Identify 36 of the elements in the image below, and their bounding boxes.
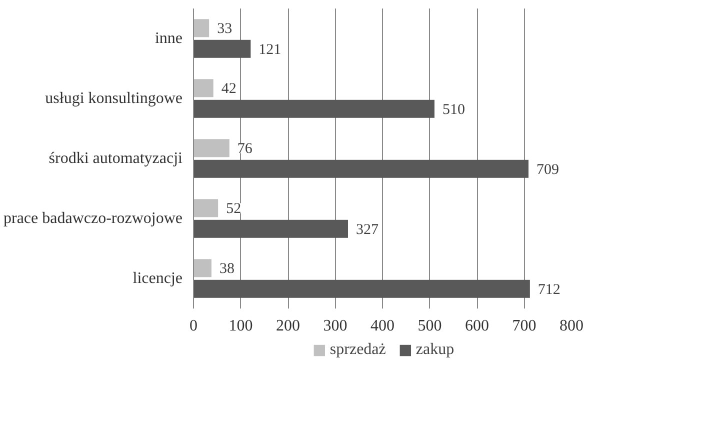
bar: [194, 79, 214, 98]
x-tick-label: 700: [512, 318, 536, 334]
data-label: 33: [217, 21, 232, 38]
y-tick-label: licencje: [132, 270, 183, 287]
x-tick-label: 200: [276, 318, 300, 334]
data-label: 121: [258, 42, 282, 58]
data-label: 712: [538, 282, 560, 298]
bar: [194, 199, 218, 218]
data-label: 709: [536, 162, 560, 178]
data-label: 42: [221, 81, 236, 98]
bar: [194, 259, 212, 278]
bar: [194, 100, 434, 118]
x-tick-label: 400: [370, 318, 394, 334]
y-tick-label: inne: [154, 30, 182, 47]
data-label: 52: [226, 201, 242, 218]
data-label: 510: [442, 102, 465, 118]
x-tick-label: 100: [228, 318, 253, 334]
x-tick-label: 500: [418, 318, 442, 334]
y-tick-label: prace badawczo-rozwojowe: [3, 210, 183, 227]
data-label: 327: [356, 222, 380, 238]
bar: [194, 40, 251, 58]
bar: [194, 280, 530, 298]
data-label: 76: [237, 141, 253, 158]
bar: [194, 220, 348, 238]
bar: [194, 160, 529, 178]
legend-label: sprzedaż: [330, 341, 386, 359]
bar: [194, 139, 230, 158]
y-tick-label: usługi konsultingowe: [45, 90, 183, 107]
y-tick-label: środki automatyzacji: [48, 150, 184, 167]
x-tick-label: 600: [465, 318, 489, 334]
x-tick-label: 300: [323, 318, 348, 334]
x-tick-label: 0: [190, 318, 198, 334]
bar: [194, 19, 210, 38]
x-tick-label: 800: [560, 318, 584, 334]
legend-label: zakup: [416, 341, 454, 359]
data-label: 38: [219, 261, 234, 278]
